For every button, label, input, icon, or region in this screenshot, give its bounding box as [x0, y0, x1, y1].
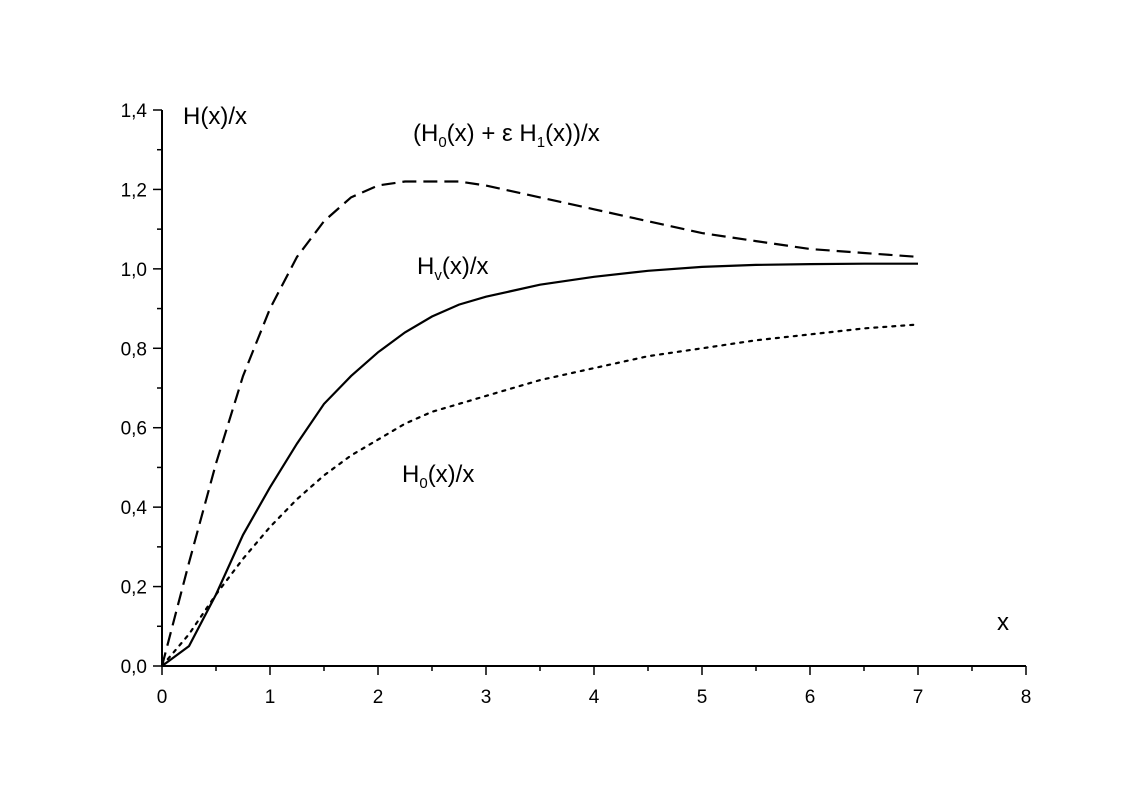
x-tick-label: 2 — [373, 687, 384, 708]
series-line-0 — [160, 180, 919, 667]
y-axis-ticks: 0,0 0,2 0,4 0,6 0,8 1,0 1,2 1,4 — [121, 101, 162, 678]
y-axis-title: H(x)/x — [183, 103, 247, 130]
x-tick-label: 6 — [805, 687, 816, 708]
series-label-h0: H0(x)/x — [402, 461, 474, 492]
y-tick-label: 0,6 — [121, 419, 147, 440]
x-tick-label: 5 — [697, 687, 708, 708]
series-line-2 — [160, 323, 920, 668]
y-tick-label: 0,8 — [121, 339, 147, 360]
x-tick-label: 3 — [481, 687, 492, 708]
y-tick-label: 1,2 — [121, 180, 147, 201]
x-tick-label: 8 — [1021, 687, 1032, 708]
series-label-hv: Hv(x)/x — [417, 253, 489, 284]
series-line-1 — [161, 262, 918, 667]
x-tick-label: 4 — [589, 687, 600, 708]
x-axis-ticks: 0 1 2 3 4 5 6 7 8 — [157, 666, 1032, 708]
y-tick-label: 0,2 — [121, 578, 147, 599]
y-tick-label: 1,4 — [121, 101, 148, 122]
series-group — [160, 180, 920, 668]
y-tick-label: 1,0 — [121, 260, 147, 281]
x-axis-title: x — [997, 609, 1009, 636]
plot-area: 0 1 2 3 4 5 6 7 8 0,0 0,2 0,4 0,6 0,8 1,0 1,2 1,4 — [121, 101, 1032, 708]
x-tick-label: 0 — [157, 687, 168, 708]
series-label-perturbed: (H0(x) + ε H1(x))/x — [413, 120, 600, 151]
x-tick-label: 1 — [265, 687, 276, 708]
x-tick-label: 7 — [913, 687, 924, 708]
y-tick-label: 0,4 — [121, 498, 148, 519]
y-tick-label: 0,0 — [121, 657, 147, 678]
